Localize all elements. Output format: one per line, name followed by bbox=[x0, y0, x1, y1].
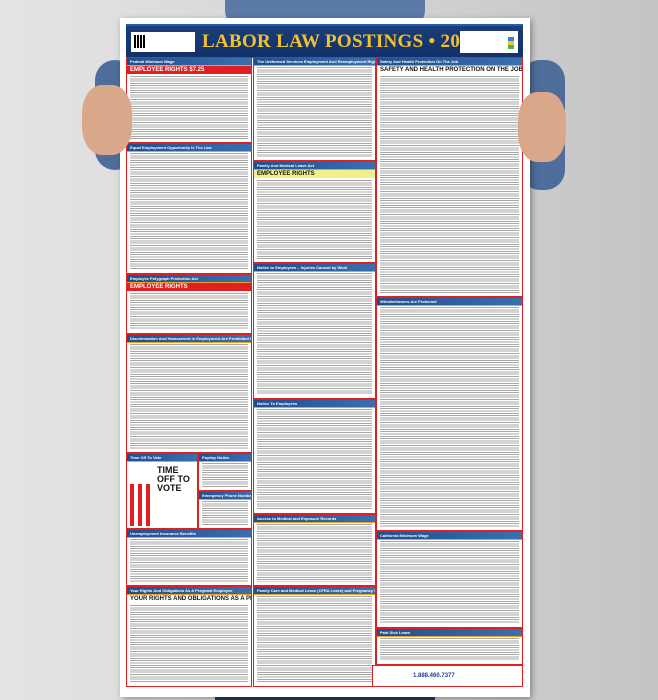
poster-section: Emergency Phone Numbers bbox=[198, 491, 252, 529]
product-label bbox=[131, 32, 195, 52]
poster-section: Unemployment Insurance Benefits bbox=[126, 529, 252, 586]
poster-section: Employee Polygraph Protection Act EMPLOYE… bbox=[126, 274, 252, 334]
poster-section: Notice To Employees bbox=[253, 399, 376, 514]
poster-section: Whistleblowers Are Protected bbox=[376, 297, 523, 531]
section-body-text bbox=[257, 180, 372, 259]
section-title: Whistleblowers Are Protected bbox=[377, 298, 522, 306]
section-headline: EMPLOYEE RIGHTS bbox=[127, 283, 251, 291]
section-body-text bbox=[380, 638, 519, 661]
section-body-text bbox=[257, 273, 372, 395]
section-title: California Minimum Wage bbox=[377, 532, 522, 540]
section-title: Safety And Health Protection On The Job bbox=[377, 58, 522, 66]
vote-headline: TIME OFF TO VOTE bbox=[157, 465, 190, 493]
section-headline: EMPLOYEE RIGHTS $7.25 bbox=[127, 66, 251, 74]
section-headline: SAFETY AND HEALTH PROTECTION ON THE JOB bbox=[380, 67, 522, 73]
color-key-icon bbox=[508, 37, 514, 49]
poster-header: LABOR LAW POSTINGS • 2018 bbox=[126, 24, 523, 58]
poster-section: Discrimination And Harassment In Employm… bbox=[126, 334, 252, 453]
section-title: The Uniformed Services Employment And Re… bbox=[254, 58, 375, 66]
footer-phone: 1.888.460.7377 bbox=[413, 673, 455, 679]
ballot-box-flag-icon bbox=[130, 484, 154, 526]
section-title: Notice to Employees – Injuries Caused by… bbox=[254, 264, 375, 272]
poster-section: The Uniformed Services Employment And Re… bbox=[253, 57, 376, 161]
section-body-text bbox=[130, 344, 248, 449]
section-title: Emergency Phone Numbers bbox=[199, 492, 251, 500]
poster-section: Federal Minimum Wage EMPLOYEE RIGHTS $7.2… bbox=[126, 57, 252, 143]
poster-section: California Minimum Wage bbox=[376, 531, 523, 628]
section-body-text bbox=[130, 605, 248, 683]
poster-section: Equal Employment Opportunity Is The Law bbox=[126, 143, 252, 274]
section-body-text bbox=[257, 596, 372, 683]
section-body-text bbox=[202, 463, 248, 487]
section-body-text bbox=[130, 539, 248, 582]
section-body-text bbox=[257, 409, 372, 510]
section-title: Discrimination And Harassment In Employm… bbox=[127, 335, 251, 343]
section-title: Equal Employment Opportunity Is The Law bbox=[127, 144, 251, 152]
poster-section: Notice to Employees – Injuries Caused by… bbox=[253, 263, 376, 399]
section-title: Time Off To Vote bbox=[127, 454, 197, 462]
poster-section: Family Care and Medical Leave (CFRA Leav… bbox=[253, 586, 376, 687]
section-body-text bbox=[130, 293, 248, 330]
section-title: Unemployment Insurance Benefits bbox=[127, 530, 251, 538]
update-label bbox=[460, 31, 518, 53]
poster-section: Safety And Health Protection On The Job S… bbox=[376, 57, 523, 297]
left-hand bbox=[82, 85, 132, 155]
section-title: Your Rights And Obligations As A Pregnan… bbox=[127, 587, 251, 595]
section-body-text bbox=[202, 501, 248, 525]
section-body-text bbox=[257, 67, 372, 157]
qr-code-icon bbox=[134, 35, 146, 48]
section-headline: YOUR RIGHTS AND OBLIGATIONS AS A PREGNAN… bbox=[130, 596, 251, 602]
section-title: Federal Minimum Wage bbox=[127, 58, 251, 66]
labor-law-poster: LABOR LAW POSTINGS • 2018 Federal Minimu… bbox=[120, 18, 530, 697]
section-body-text bbox=[257, 524, 372, 582]
section-title: Payday Notice bbox=[199, 454, 251, 462]
section-body-text bbox=[130, 76, 248, 139]
section-headline: EMPLOYEE RIGHTS bbox=[254, 170, 375, 178]
poster-section: Time Off To Vote TIME OFF TO VOTE bbox=[126, 453, 198, 529]
footer-box: 1.888.460.7377 bbox=[372, 665, 523, 687]
section-title: Notice To Employees bbox=[254, 400, 375, 408]
section-title: Paid Sick Leave bbox=[377, 629, 522, 637]
poster-section: Paid Sick Leave bbox=[376, 628, 523, 665]
right-hand bbox=[518, 92, 566, 162]
section-body-text bbox=[130, 153, 248, 270]
section-body-text bbox=[380, 76, 519, 293]
section-title: Employee Polygraph Protection Act bbox=[127, 275, 251, 283]
poster-section: Your Rights And Obligations As A Pregnan… bbox=[126, 586, 252, 687]
poster-section: Payday Notice bbox=[198, 453, 252, 491]
section-body-text bbox=[380, 541, 519, 624]
poster-section: Access to Medical and Exposure Records bbox=[253, 514, 376, 586]
poster-section: Family And Medical Leave Act EMPLOYEE RIG… bbox=[253, 161, 376, 263]
section-body-text bbox=[380, 307, 519, 527]
poster-title: LABOR LAW POSTINGS • 2018 bbox=[202, 31, 480, 52]
section-title: Family Care and Medical Leave (CFRA Leav… bbox=[254, 587, 375, 595]
section-title: Family And Medical Leave Act bbox=[254, 162, 375, 170]
section-title: Access to Medical and Exposure Records bbox=[254, 515, 375, 523]
